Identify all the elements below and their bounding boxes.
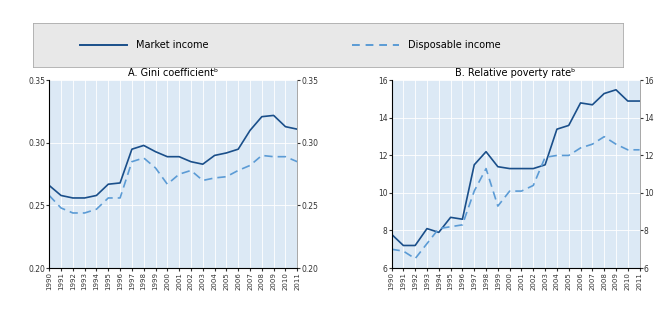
Title: A. Gini coefficientᵇ: A. Gini coefficientᵇ <box>128 68 218 78</box>
Text: Market income: Market income <box>136 40 209 50</box>
Title: B. Relative poverty rateᵇ: B. Relative poverty rateᵇ <box>455 68 576 78</box>
Text: Disposable income: Disposable income <box>408 40 501 50</box>
